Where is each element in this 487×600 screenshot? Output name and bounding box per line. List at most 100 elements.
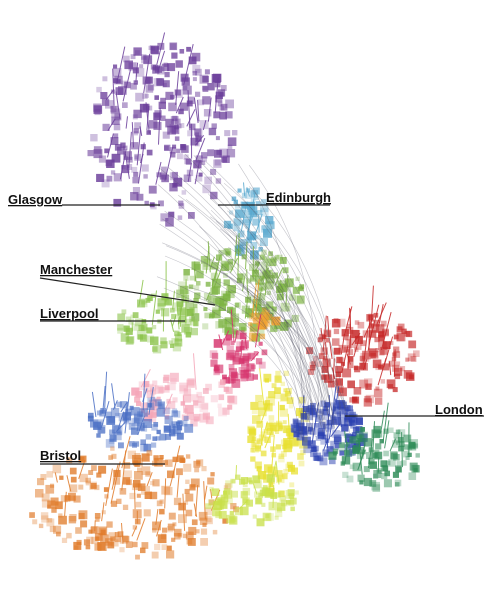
- cell: [306, 429, 312, 435]
- flow-arc: [248, 165, 319, 419]
- cell: [217, 403, 222, 408]
- cell: [109, 434, 117, 442]
- cell: [108, 532, 116, 540]
- cell: [288, 464, 295, 472]
- cell: [245, 224, 250, 229]
- spike: [115, 422, 126, 432]
- cell: [133, 109, 142, 119]
- cell: [131, 387, 140, 396]
- cell: [179, 102, 189, 111]
- cell: [104, 148, 109, 154]
- cell: [122, 102, 128, 108]
- cell: [323, 329, 332, 338]
- cell: [273, 392, 281, 400]
- cell: [334, 436, 342, 445]
- spike: [255, 261, 261, 272]
- cell: [252, 475, 261, 484]
- cell: [398, 445, 404, 452]
- spike: [380, 410, 385, 434]
- cell: [215, 178, 222, 184]
- cell: [178, 514, 187, 524]
- cell: [200, 538, 208, 546]
- cell: [180, 144, 187, 151]
- cell: [323, 356, 328, 361]
- cell: [173, 528, 182, 537]
- flow-arc: [218, 249, 313, 421]
- cell: [218, 303, 227, 311]
- cell: [373, 470, 382, 478]
- cell: [266, 474, 275, 483]
- cell: [340, 361, 345, 366]
- cell: [227, 285, 236, 294]
- cell: [153, 455, 159, 461]
- spike: [382, 402, 389, 443]
- cell: [376, 324, 385, 333]
- spike: [243, 182, 246, 197]
- spike: [334, 386, 340, 412]
- cell: [47, 518, 53, 523]
- cell: [131, 483, 139, 491]
- cell: [145, 434, 152, 440]
- spike: [287, 413, 291, 445]
- cell: [258, 341, 263, 346]
- cell: [224, 248, 231, 255]
- spike: [389, 438, 397, 452]
- cell: [156, 429, 161, 435]
- cell: [338, 387, 347, 397]
- cell: [370, 350, 379, 359]
- cell: [233, 199, 238, 205]
- cell: [171, 338, 179, 346]
- cell: [199, 517, 208, 525]
- cell: [238, 367, 247, 375]
- cell: [208, 127, 217, 136]
- spike: [210, 489, 213, 499]
- cell: [139, 64, 144, 69]
- spike: [143, 53, 151, 93]
- cell: [375, 386, 380, 391]
- cell: [287, 489, 295, 497]
- flow-arc: [210, 216, 330, 401]
- cell: [256, 518, 265, 527]
- cell: [167, 401, 176, 409]
- cell: [193, 304, 198, 309]
- cell: [167, 381, 176, 391]
- spike: [344, 441, 348, 465]
- cell: [184, 488, 190, 494]
- cell: [279, 404, 285, 411]
- cell: [239, 239, 246, 246]
- cell: [394, 367, 403, 376]
- cell: [186, 46, 191, 52]
- cell: [171, 171, 178, 179]
- cell: [365, 383, 372, 390]
- cell: [222, 407, 230, 415]
- cell: [168, 102, 177, 112]
- cell: [156, 78, 165, 86]
- cell: [215, 298, 224, 307]
- cell: [152, 346, 158, 352]
- cell: [326, 446, 334, 455]
- cell: [221, 290, 228, 298]
- cell: [170, 152, 176, 158]
- cell: [165, 459, 173, 467]
- cell: [137, 299, 145, 308]
- cell: [230, 503, 237, 510]
- cell: [396, 466, 402, 473]
- cell: [171, 52, 178, 59]
- cell: [141, 485, 150, 495]
- cell: [157, 303, 165, 311]
- cell: [336, 411, 341, 416]
- cell: [315, 414, 323, 422]
- cell: [227, 404, 233, 410]
- spike: [183, 395, 185, 414]
- cell: [58, 515, 67, 525]
- cell: [220, 260, 228, 268]
- cell: [289, 482, 295, 488]
- cell: [355, 416, 363, 424]
- cell: [316, 455, 323, 462]
- cell: [96, 86, 102, 93]
- cell: [285, 463, 293, 471]
- spike: [322, 315, 327, 352]
- cell: [250, 401, 259, 410]
- cell: [162, 377, 169, 383]
- cell: [37, 478, 45, 486]
